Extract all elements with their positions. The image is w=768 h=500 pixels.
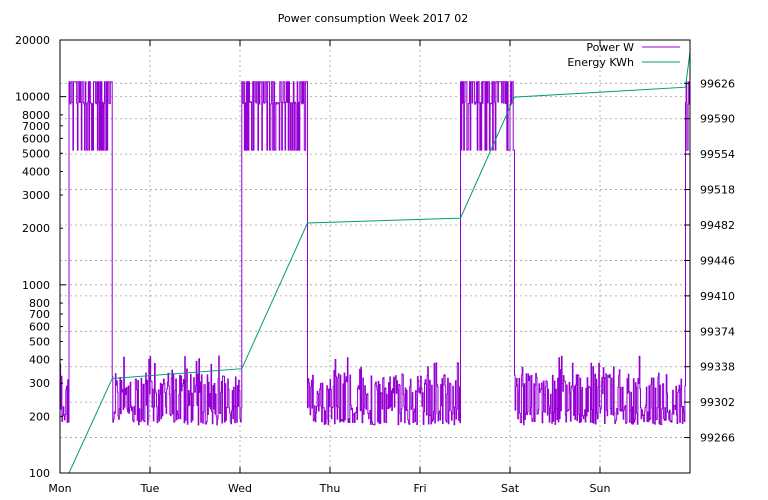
y-tick-label: 4000 [22,166,50,179]
plot-frame [59,39,691,474]
series-layer [60,51,691,474]
x-tick-label: Thu [319,482,341,495]
y-tick-label: 7000 [22,120,50,133]
y-tick-label: 1000 [22,279,50,292]
x-tick-label: Sat [501,482,520,495]
y-tick-label: 800 [29,297,50,310]
legend-label: Energy KWh [567,56,634,69]
x-tick-label: Wed [228,482,252,495]
y-tick-label: 6000 [22,132,50,145]
energy-series-line [60,51,691,474]
y2-tick-label: 99626 [700,77,735,90]
y-tick-label: 200 [29,410,50,423]
y2-tick-label: 99590 [700,113,735,126]
y-tick-label: 400 [29,354,50,367]
legend-label: Power W [586,41,634,54]
y2-tick-label: 99518 [700,184,735,197]
y2-tick-label: 99374 [700,325,735,338]
y-tick-label: 2000 [22,222,50,235]
y-tick-label: 700 [29,308,50,321]
legend: Power W Energy KWh [567,41,680,69]
x-tick-label: Mon [48,482,71,495]
y2-tick-label: 99266 [700,432,735,445]
y2-tick-label: 99302 [700,396,735,409]
y-tick-label: 100 [29,467,50,480]
axis-layer: Mon Tue Wed Thu Fri Sat Sun1002003004005006007… [15,34,735,495]
y2-tick-label: 99482 [700,219,735,232]
y-tick-label: 3000 [22,189,50,202]
y2-tick-label: 99410 [700,290,735,303]
y2-tick-label: 99446 [700,254,735,267]
power-series-line [60,81,691,426]
y-tick-label: 600 [29,321,50,334]
y-tick-label: 8000 [22,109,50,122]
x-tick-label: Fri [413,482,426,495]
y-tick-label: 300 [29,377,50,390]
chart-title: Power consumption Week 2017 02 [278,12,469,25]
y2-tick-label: 99554 [700,148,735,161]
y-tick-label: 5000 [22,147,50,160]
y-tick-label: 10000 [15,91,50,104]
y-tick-label: 20000 [15,34,50,47]
x-tick-label: Tue [140,482,160,495]
x-tick-label: Sun [590,482,611,495]
y-tick-label: 500 [29,335,50,348]
grid-layer [60,40,690,473]
y2-tick-label: 99338 [700,361,735,374]
